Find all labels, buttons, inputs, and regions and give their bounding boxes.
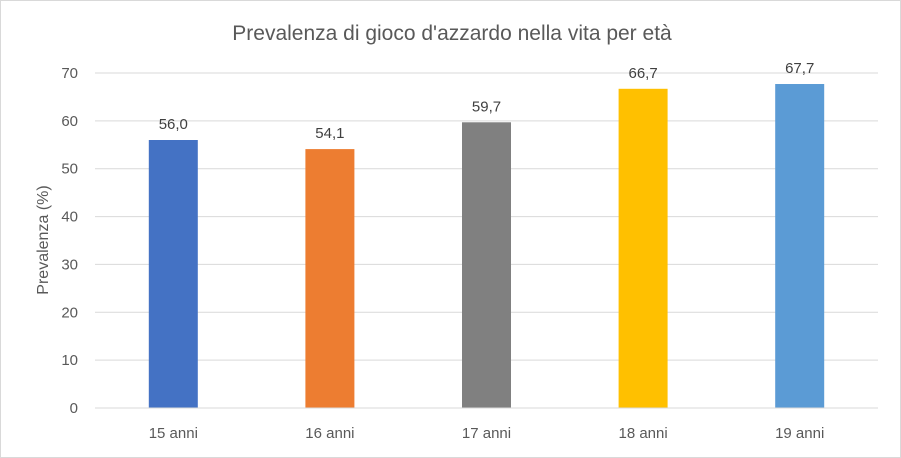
y-tick-label: 30 xyxy=(61,256,78,273)
y-tick-label: 60 xyxy=(61,113,78,130)
y-axis-ticks: 0 10 20 30 40 50 60 70 xyxy=(61,65,78,417)
chart-title: Prevalenza di gioco d'azzardo nella vita… xyxy=(232,22,672,45)
x-tick-label: 15 anni xyxy=(149,425,198,442)
data-label: 54,1 xyxy=(315,125,344,142)
data-label: 66,7 xyxy=(628,65,657,82)
data-labels: 56,0 54,1 59,7 66,7 67,7 xyxy=(159,60,815,142)
bar-18-anni xyxy=(618,88,668,409)
data-label: 56,0 xyxy=(159,116,188,133)
data-label: 59,7 xyxy=(472,98,501,115)
x-axis-ticks: 15 anni 16 anni 17 anni 18 anni 19 anni xyxy=(149,425,825,442)
x-tick-label: 19 anni xyxy=(775,425,824,442)
x-tick-label: 16 anni xyxy=(305,425,354,442)
data-label: 67,7 xyxy=(785,60,814,77)
x-tick-label: 17 anni xyxy=(462,425,511,442)
y-tick-label: 20 xyxy=(61,304,78,321)
bar-19-anni xyxy=(775,84,825,408)
bar-16-anni xyxy=(305,149,355,409)
y-tick-label: 70 xyxy=(61,65,78,82)
y-tick-label: 0 xyxy=(70,400,78,417)
y-tick-label: 50 xyxy=(61,161,78,178)
y-axis-label: Prevalenza (%) xyxy=(35,185,52,294)
bars xyxy=(148,84,825,409)
y-tick-label: 10 xyxy=(61,352,78,369)
bar-17-anni xyxy=(462,122,511,409)
y-tick-label: 40 xyxy=(61,209,78,226)
x-tick-label: 18 anni xyxy=(618,425,667,442)
bar-15-anni xyxy=(148,140,198,408)
